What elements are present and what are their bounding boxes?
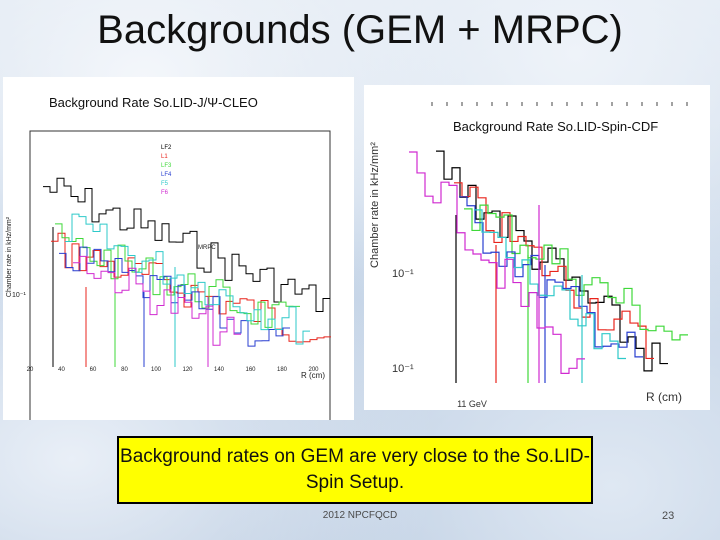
- left-x-tick-label: 40: [58, 367, 65, 373]
- left-x-tick-label: 20: [27, 367, 34, 373]
- left-x-tick-label: 160: [245, 367, 256, 373]
- left-x-tick-label: 80: [121, 367, 128, 373]
- left-plot-caption: Background Rate So.LID-J/Ψ-CLEO: [49, 95, 258, 110]
- left-x-axis-label: R (cm): [301, 371, 325, 380]
- left-y-tick-label: 10⁻¹: [12, 292, 26, 299]
- left-x-ticks: 20 40 60 80 100 120 140 160 180 200: [27, 367, 320, 373]
- left-x-tick-label: 140: [214, 367, 225, 373]
- left-plot-frame: [29, 130, 331, 420]
- right-trace: [474, 209, 626, 360]
- right-y-tick-1: 10⁻¹: [392, 268, 414, 280]
- left-legend-item: LF3: [161, 163, 172, 169]
- left-traces: [43, 177, 331, 367]
- page-number: 23: [662, 510, 675, 522]
- left-x-tick-label: 200: [308, 367, 319, 373]
- right-x-note: 11 GeV: [457, 399, 487, 409]
- left-trace: [73, 255, 241, 346]
- footer-text: 2012 NPCFQCD: [322, 510, 398, 521]
- right-plot-caption: Background Rate So.LID-Spin-CDF: [451, 119, 661, 134]
- right-plot-svg: Chamber rate in kHz/mm² 10⁻¹ 10⁻¹ R (cm)…: [369, 102, 688, 409]
- callout-box: Background rates on GEM are very close t…: [117, 436, 593, 504]
- left-trace: [65, 213, 310, 345]
- callout-text: Background rates on GEM are very close t…: [120, 446, 590, 493]
- right-y-tick-2: 10⁻¹: [392, 363, 414, 375]
- right-trace: [409, 151, 585, 374]
- right-x-axis-label: R (cm): [646, 390, 682, 404]
- left-x-tick-label: 120: [182, 367, 193, 373]
- right-traces: [409, 150, 688, 383]
- left-plot-svg: Chamber rate in kHz/mm² 10⁻¹ R (cm) MRPC…: [6, 130, 331, 420]
- left-x-tick-label: 180: [277, 367, 288, 373]
- right-trace: [454, 182, 654, 360]
- left-x-tick-label: 60: [90, 367, 97, 373]
- right-top-ticks: [431, 102, 688, 106]
- slide-title: Backgrounds (GEM + MRPC): [97, 8, 623, 52]
- left-mrpc-annotation: MRPC: [198, 245, 216, 251]
- left-legend-item: F5: [161, 181, 169, 187]
- left-trace: [51, 232, 331, 343]
- left-legend: LF2 L1 LF3 LF4 F5 F6: [161, 145, 172, 196]
- right-plot-panel: Chamber rate in kHz/mm² 10⁻¹ 10⁻¹ R (cm)…: [364, 85, 710, 410]
- left-legend-item: LF4: [161, 172, 172, 178]
- right-trace: [464, 204, 688, 341]
- left-trace: [43, 177, 330, 313]
- left-y-axis-label: Chamber rate in kHz/mm²: [6, 216, 13, 297]
- left-legend-item: F6: [161, 190, 169, 196]
- right-trace: [459, 196, 643, 358]
- left-legend-item: LF2: [161, 145, 172, 151]
- right-y-axis-label: Chamber rate in kHz/mm²: [369, 142, 381, 268]
- left-plot-panel: Chamber rate in kHz/mm² 10⁻¹ R (cm) MRPC…: [3, 77, 354, 420]
- left-legend-item: L1: [161, 154, 168, 160]
- left-x-tick-label: 100: [151, 367, 162, 373]
